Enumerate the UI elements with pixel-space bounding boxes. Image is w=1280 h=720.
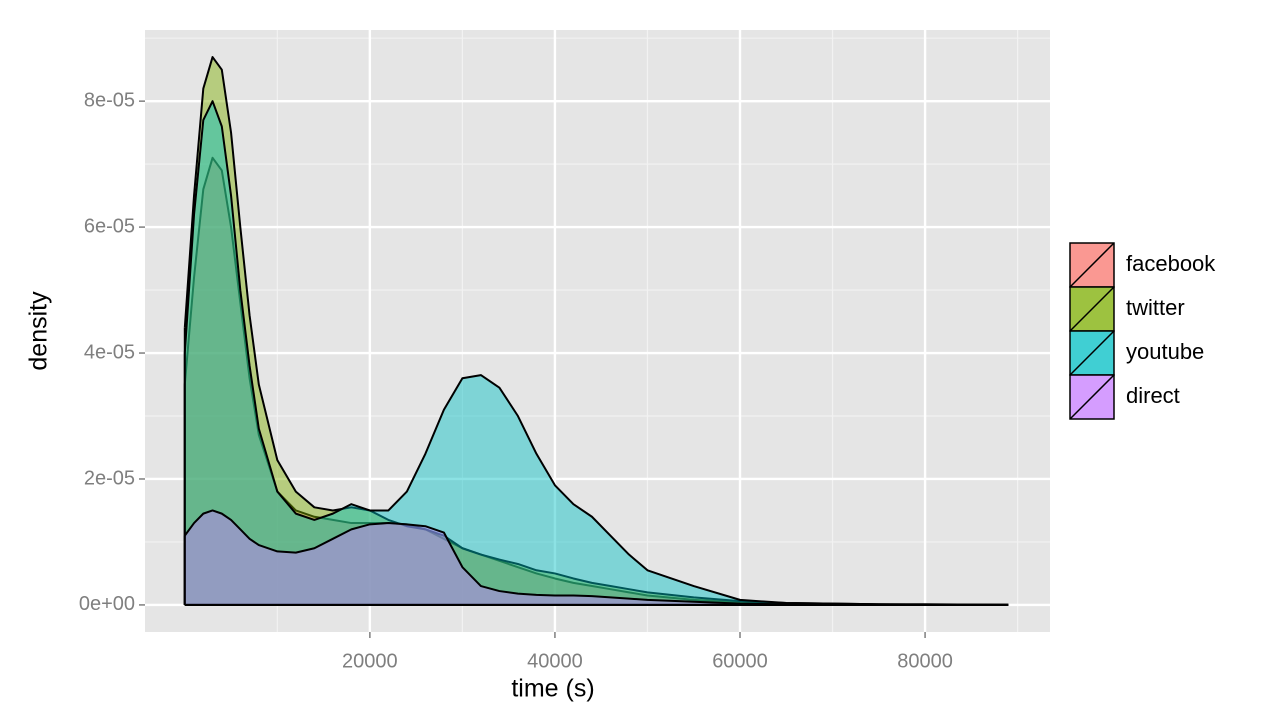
area-fill (184, 510, 1009, 605)
areas (183, 56, 1009, 606)
y-tick-label: 0e+00 (79, 593, 135, 615)
area-fill (184, 57, 1009, 605)
legend-key-slash (1069, 286, 1115, 332)
density-line (183, 156, 1009, 606)
axes: 20000 40000 60000 80000 0e+00 2e-05 4e-05 6e-05… (79, 89, 953, 672)
legend-label: direct (1126, 383, 1180, 408)
y-tick-label: 4e-05 (84, 341, 135, 363)
legend-key-slash (1069, 330, 1115, 376)
density-line (183, 100, 1009, 606)
x-tick-label: 80000 (897, 650, 953, 672)
area-fill (184, 101, 1009, 605)
y-tick-label: 6e-05 (84, 215, 135, 237)
x-tick-label: 20000 (342, 650, 398, 672)
legend-label: facebook (1126, 251, 1216, 276)
legend: facebook twitter youtube direct (1069, 242, 1216, 420)
legend-key-slash (1069, 374, 1115, 420)
area-fill (184, 157, 1009, 605)
x-tick-label: 40000 (527, 650, 583, 672)
density-line (183, 509, 1009, 606)
y-tick-label: 8e-05 (84, 89, 135, 111)
legend-key-slash (1069, 242, 1115, 288)
legend-label: youtube (1126, 339, 1204, 364)
y-tick-label: 2e-05 (84, 467, 135, 489)
legend-label: twitter (1126, 295, 1185, 320)
x-tick-label: 60000 (712, 650, 768, 672)
density-line (183, 56, 1009, 606)
plot-panel (145, 30, 1050, 632)
y-axis-title: density (25, 291, 53, 371)
x-axis-title: time (s) (511, 675, 594, 703)
